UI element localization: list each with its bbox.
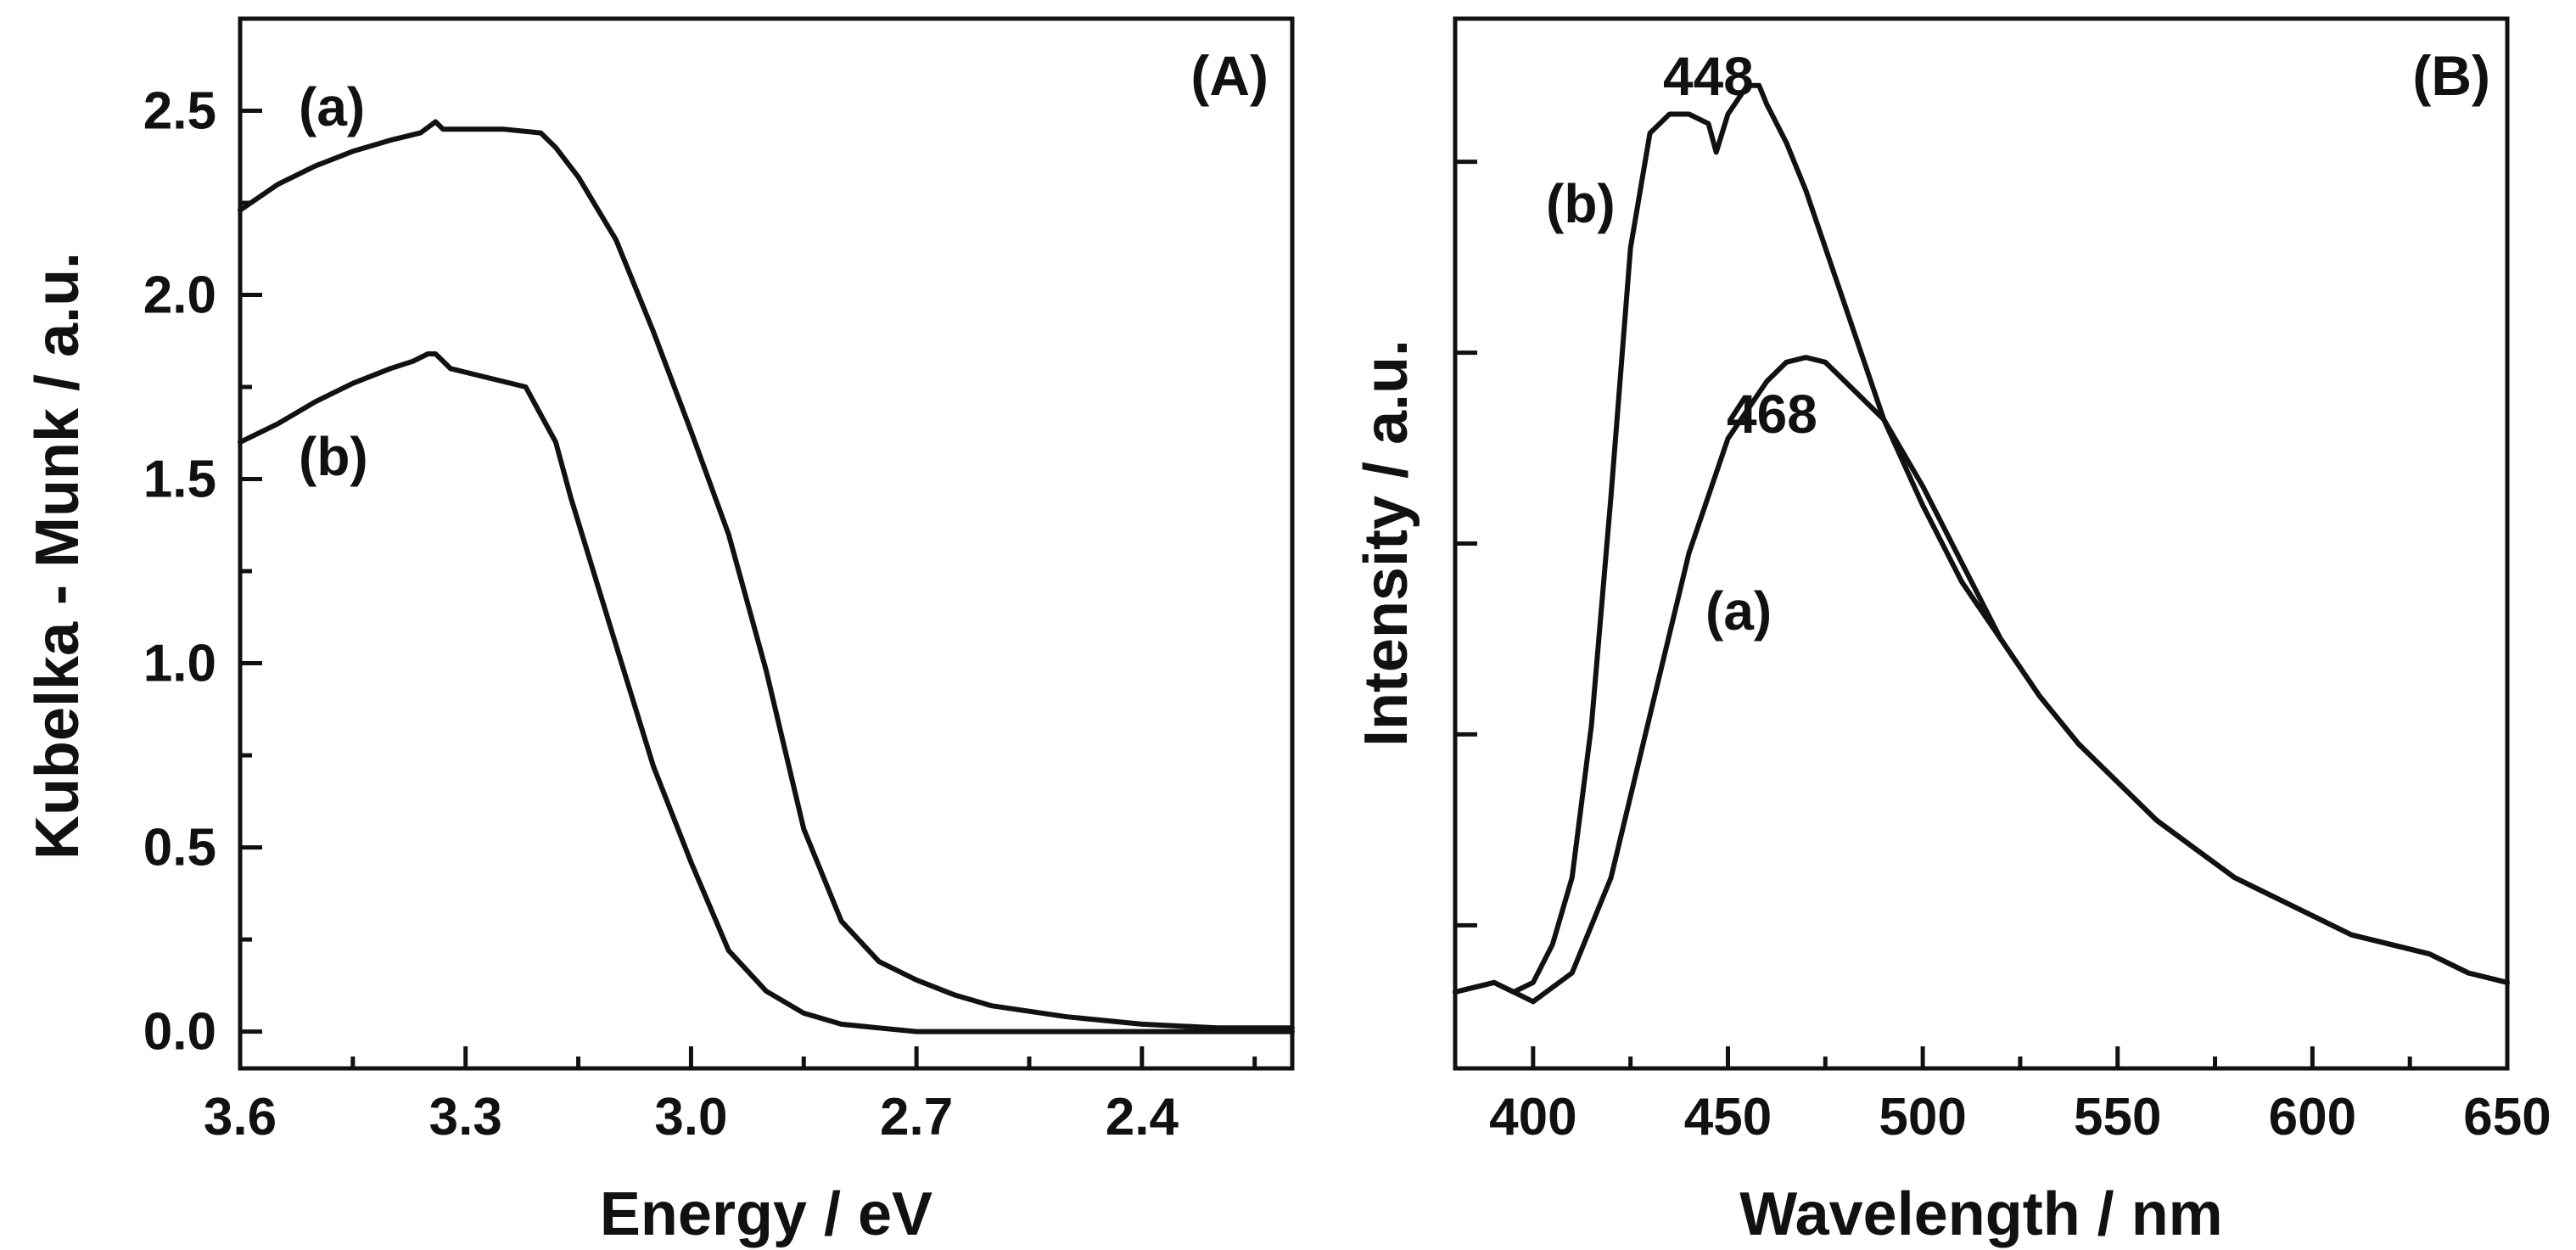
panel-b-x-tick-label: 450 — [1684, 1088, 1772, 1146]
panel-b-x-tick-label: 550 — [2074, 1088, 2161, 1146]
panel-a-curves — [238, 119, 1295, 1034]
panel-a-annotation-b: (b) — [299, 426, 368, 487]
panel-b: 400 450 500 550 600 650 (B) (b) (a) 448 468 W… — [1352, 16, 2551, 1248]
panel-a-label: (A) — [1190, 44, 1268, 107]
panel-a-annotation-a: (a) — [299, 76, 365, 137]
panel-b-peak-448: 448 — [1663, 46, 1754, 107]
panel-a-y-tick-label: 0.5 — [143, 819, 216, 877]
panel-b-peak-468: 468 — [1727, 384, 1817, 445]
panel-a-plot-frame — [238, 16, 1295, 1071]
panel-b-x-tick-label: 650 — [2463, 1088, 2551, 1146]
panel-b-ticks: 400 450 500 550 600 650 — [1455, 160, 2551, 1146]
panel-a-series-a-line — [238, 119, 1295, 1031]
panel-a-y-tick-label: 2.5 — [143, 82, 216, 141]
panel-a-x-tick-label: 3.3 — [429, 1088, 502, 1146]
panel-b-x-tick-label: 500 — [1879, 1088, 1966, 1146]
panel-a: 3.6 3.3 3.0 2.7 2.4 0.0 0.5 1.0 1.5 2.0 2.5 (A) (a… — [24, 16, 1295, 1248]
panel-a-y-tick-label: 1.5 — [143, 451, 216, 509]
panel-b-label: (B) — [2412, 44, 2490, 107]
panel-a-x-axis-title: Energy / eV — [600, 1180, 932, 1248]
panel-b-x-tick-label: 400 — [1489, 1088, 1576, 1146]
panel-a-y-tick-label: 2.0 — [143, 266, 216, 325]
panel-a-ticks: 3.6 3.3 3.0 2.7 2.4 0.0 0.5 1.0 1.5 2.0 2.5 — [143, 82, 1257, 1146]
panel-a-series-b-line — [238, 351, 1295, 1034]
panel-b-series-b-line — [1453, 82, 2510, 995]
panel-a-x-tick-label: 2.7 — [880, 1088, 953, 1146]
panel-b-x-axis-title: Wavelength / nm — [1739, 1180, 2222, 1248]
panel-a-y-tick-label: 1.0 — [143, 635, 216, 693]
panel-a-y-tick-label: 0.0 — [143, 1003, 216, 1062]
panel-b-curves — [1453, 82, 2510, 1005]
panel-a-x-tick-label: 3.0 — [654, 1088, 727, 1146]
panel-b-x-tick-label: 600 — [2269, 1088, 2356, 1146]
panel-a-y-axis-title: Kubelka - Munk / a.u. — [24, 252, 92, 860]
panel-a-x-tick-label: 3.6 — [204, 1088, 277, 1146]
panel-b-annotation-a: (a) — [1705, 580, 1772, 642]
panel-b-y-axis-title: Intensity / a.u. — [1352, 339, 1420, 747]
panel-b-annotation-b: (b) — [1546, 173, 1616, 234]
panel-a-x-tick-label: 2.4 — [1106, 1088, 1179, 1146]
